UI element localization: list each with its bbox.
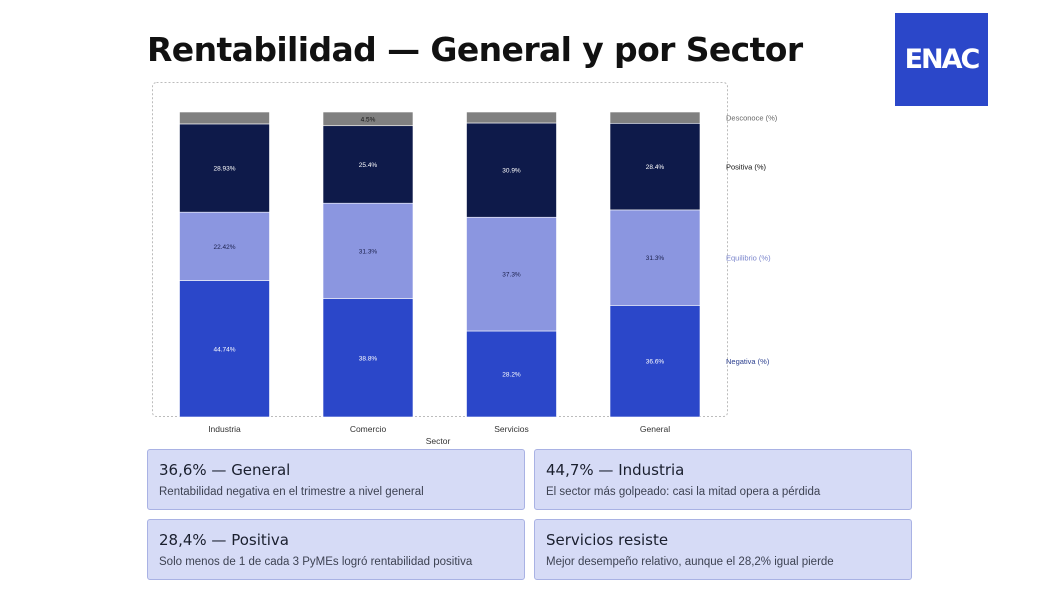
bar-segment-servicios-equilibrio xyxy=(466,216,557,332)
legend-entry: Negativa (%) xyxy=(726,357,770,366)
legend: Negativa (%) Equilibrio (%) Positiva (%) De… xyxy=(726,114,778,367)
bar-segment-comercio-positiva xyxy=(322,125,414,204)
bar-segment-industria-positiva xyxy=(179,123,270,213)
x-axis-title: Sector xyxy=(426,436,451,446)
bar-segment-general-desconoce xyxy=(609,111,701,124)
card-description: Mejor desempeño relativo, aunque el 28,2… xyxy=(546,556,834,568)
bar-segment-comercio-equilibrio xyxy=(322,202,414,299)
card-description: El sector más golpeado: casi la mitad op… xyxy=(546,486,821,498)
data-label: 37.3% xyxy=(502,272,521,279)
bar-segment-general-negativa xyxy=(609,305,701,418)
data-label: 28.4% xyxy=(646,164,665,171)
bar-segment-servicios-positiva xyxy=(466,122,557,218)
data-label: 44.74% xyxy=(213,346,235,353)
card-title: Servicios resiste xyxy=(546,531,669,549)
data-label: 25.4% xyxy=(359,162,378,169)
enac-logo: ENAC xyxy=(895,13,988,106)
insight-card-general: 36,6% — General Rentabilidad negativa en… xyxy=(147,449,525,510)
data-label: 31.3% xyxy=(359,248,378,255)
x-tick-label: Comercio xyxy=(350,424,387,434)
insight-card-positiva: 28,4% — Positiva Solo menos de 1 de cada… xyxy=(147,519,525,580)
data-label: 4.5% xyxy=(361,116,376,123)
data-label: 28.93% xyxy=(213,166,235,173)
x-tick-labels: Industria Comercio Servicios General xyxy=(208,424,670,434)
data-label: 38.8% xyxy=(359,355,378,362)
legend-entry: Desconoce (%) xyxy=(726,114,778,123)
insight-card-servicios: Servicios resiste Mejor desempeño relati… xyxy=(534,519,912,580)
bar-segment-servicios-desconoce xyxy=(466,111,557,124)
bar-segment-industria-equilibrio xyxy=(179,211,270,281)
bars-layer: 44.74% 22.42% 28.93% 38.8% 31.3% 25.4% 4.5% 28.… xyxy=(179,111,701,418)
bar-segment-servicios-negativa xyxy=(466,330,557,418)
bar-segment-general-positiva xyxy=(609,122,701,211)
x-tick-label: Servicios xyxy=(494,424,528,434)
x-tick-label: Industria xyxy=(208,424,241,434)
insight-cards: 36,6% — General Rentabilidad negativa en… xyxy=(147,449,915,582)
data-label: 28.2% xyxy=(502,371,521,378)
data-label: 30.9% xyxy=(502,168,521,175)
bar-segment-comercio-negativa xyxy=(322,298,414,418)
data-label: 31.3% xyxy=(646,255,665,262)
stacked-bar-chart: 44.74% 22.42% 28.93% 38.8% 31.3% 25.4% 4.5% 28.… xyxy=(152,82,778,446)
card-title: 28,4% — Positiva xyxy=(159,531,289,549)
plot-area-frame xyxy=(152,82,728,417)
bar-segment-comercio-desconoce xyxy=(322,111,414,127)
card-description: Solo menos de 1 de cada 3 PyMEs logró re… xyxy=(159,556,473,568)
bar-segment-industria-desconoce xyxy=(179,111,270,125)
legend-entry: Positiva (%) xyxy=(726,163,767,172)
logo-text: ENAC xyxy=(904,44,981,75)
card-title: 44,7% — Industria xyxy=(546,461,685,479)
legend-entry: Equilibrio (%) xyxy=(726,254,771,263)
page-title: Rentabilidad — General y por Sector xyxy=(147,30,803,69)
card-title: 36,6% — General xyxy=(159,461,291,479)
insight-card-industria: 44,7% — Industria El sector más golpeado… xyxy=(534,449,912,510)
data-label: 36.6% xyxy=(646,359,665,366)
data-label: 22.42% xyxy=(213,244,235,251)
x-tick-label: General xyxy=(640,424,670,434)
card-description: Rentabilidad negativa en el trimestre a … xyxy=(159,486,424,498)
